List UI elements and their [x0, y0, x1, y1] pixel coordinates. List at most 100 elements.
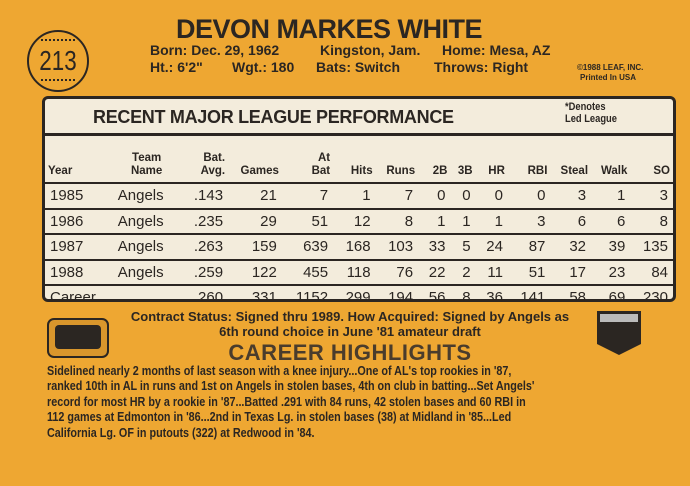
table-cell: 76 [375, 258, 419, 285]
printed-line: Printed In USA [580, 73, 637, 82]
table-cell: 1986 [45, 207, 113, 234]
table-cell: 103 [375, 233, 419, 260]
header-text: Games [240, 165, 279, 177]
table-cell: Career [45, 284, 113, 299]
table-cell: 1152 [281, 284, 334, 299]
header-text: Walk [600, 165, 628, 177]
table-cell: 1987 [45, 233, 113, 260]
column-header: Walk [591, 136, 630, 183]
table-cell: .259 [180, 258, 229, 285]
table-cell: Angels [112, 182, 181, 209]
table-cell: 0 [450, 182, 476, 209]
table-cell: 118 [333, 258, 376, 285]
column-header: At Bat [282, 136, 333, 183]
home: Home: Mesa, AZ [442, 42, 551, 58]
contract-line: 6th round choice in June '81 amateur dra… [219, 324, 481, 339]
table-cell: 6 [550, 207, 592, 234]
table-row: 1985 Angels .143 21 7 1 7 0 0 0 0 3 1 3 [45, 182, 673, 209]
table-row: 1987 Angels .263 159 639 168 103 33 5 24 87 32 39 135 [45, 233, 673, 260]
table-cell: 299 [333, 284, 376, 299]
led-league-note: *Denotes Led League [565, 101, 617, 125]
table-cell [112, 284, 181, 299]
table-cell: 1985 [45, 182, 113, 209]
column-header: Steal [550, 136, 591, 183]
table-cell: 22 [418, 258, 451, 285]
baseball-seam-icon [41, 79, 75, 86]
header-text: 3B [457, 165, 473, 177]
table-cell: 33 [418, 233, 451, 260]
table-cell: 51 [507, 258, 551, 285]
header-row: Year Team Name Bat. Avg. Games At Bat Hits Runs 2B… [45, 136, 673, 183]
table-cell: 639 [281, 233, 334, 260]
table-cell: 7 [375, 182, 419, 209]
table-cell: 3 [550, 182, 592, 209]
column-header: Team Name [113, 136, 181, 183]
birthplace: Kingston, Jam. [320, 42, 421, 58]
table-cell: 6 [591, 207, 631, 234]
stats-title: RECENT MAJOR LEAGUE PERFORMANCE [93, 107, 454, 127]
throws: Throws: Right [434, 59, 529, 75]
table-cell: 1 [591, 182, 631, 209]
mlb-players-logo [47, 318, 109, 358]
table-cell: 5 [450, 233, 476, 260]
highlights-title: CAREER HIGHLIGHTS [228, 340, 472, 365]
table-cell: 29 [228, 207, 282, 234]
header-text: Name [130, 165, 163, 177]
table-cell: 87 [507, 233, 551, 260]
table-cell: 2 [450, 258, 476, 285]
table-cell: 32 [550, 233, 592, 260]
table-cell: Angels [112, 233, 181, 260]
table-row: 1986 Angels .235 29 51 12 8 1 1 1 3 6 6 8 [45, 207, 673, 234]
highlight-line: ranked 10th in AL in runs and 1st on Ang… [47, 378, 535, 394]
table-cell: 12 [333, 207, 376, 234]
header-text: HR [488, 165, 505, 177]
header-text: Avg. [200, 165, 226, 177]
height: Ht.: 6'2" [150, 59, 203, 75]
table-cell: 0 [507, 182, 551, 209]
header-text: Year [48, 165, 73, 177]
table-cell: 230 [630, 284, 673, 299]
copyright-line: ©1988 LEAF, INC. [577, 63, 644, 72]
table-cell: 0 [418, 182, 451, 209]
column-header: Games [228, 136, 282, 183]
table-cell: 168 [333, 233, 376, 260]
highlight-line: record for most HR by a rookie in '87...… [47, 393, 526, 409]
column-header: HR [476, 136, 508, 183]
table-cell: 122 [228, 258, 282, 285]
copyright: ©1988 LEAF, INC. Printed In USA [577, 63, 643, 83]
table-cell: 194 [375, 284, 419, 299]
table-cell: 56 [418, 284, 451, 299]
table-cell: 1 [418, 207, 451, 234]
table-cell: 455 [281, 258, 334, 285]
header-text: At [317, 152, 331, 164]
column-header: RBI [508, 136, 550, 183]
table-cell: 1988 [45, 258, 113, 285]
table-cell: 21 [228, 182, 282, 209]
note-line: Led League [565, 113, 617, 125]
baseball-seam-icon [41, 39, 75, 46]
column-header: 2B [418, 136, 450, 183]
table-cell: 17 [550, 258, 592, 285]
table-cell: 331 [228, 284, 282, 299]
header-text: SO [653, 165, 670, 177]
table-cell: .143 [180, 182, 229, 209]
table-cell: 1 [475, 207, 508, 234]
table-cell: 0 [475, 182, 508, 209]
table-cell: 39 [591, 233, 631, 260]
career-highlights: Sidelined nearly 2 months of last season… [47, 363, 687, 440]
column-header: Bat. Avg. [181, 136, 229, 183]
stats-header-band: RECENT MAJOR LEAGUE PERFORMANCE *Denotes… [45, 99, 673, 136]
column-header: 3B [450, 136, 475, 183]
highlight-line: Sidelined nearly 2 months of last season… [47, 363, 512, 378]
column-header: Year [45, 136, 113, 183]
table-cell: 135 [630, 233, 673, 260]
table-cell: .235 [180, 207, 229, 234]
table-cell: 36 [475, 284, 508, 299]
table-cell: 69 [591, 284, 631, 299]
mlb-logo [597, 311, 641, 355]
stats-panel: RECENT MAJOR LEAGUE PERFORMANCE *Denotes… [42, 96, 676, 302]
header-text: Bat [311, 165, 331, 177]
table-row: 1988 Angels .259 122 455 118 76 22 2 11 51 17 23 84 [45, 258, 673, 285]
table-cell: 24 [475, 233, 508, 260]
highlight-line: 112 games at Edmonton in '86...2nd in Te… [47, 409, 512, 425]
